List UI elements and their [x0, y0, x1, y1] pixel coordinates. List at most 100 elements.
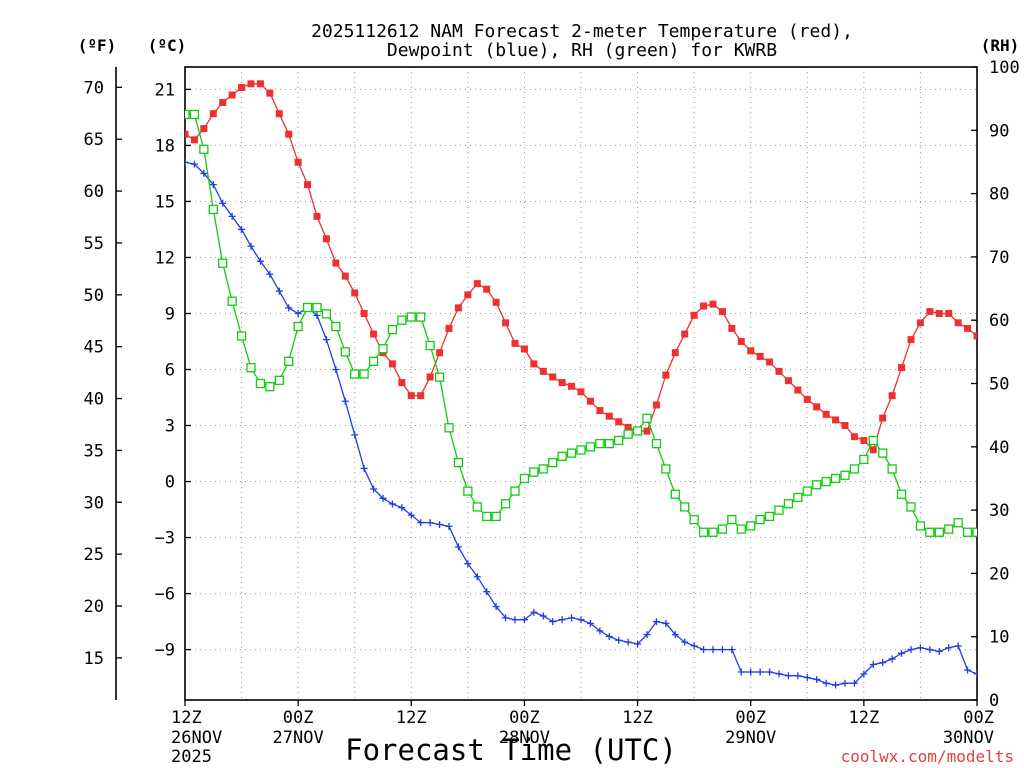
x-tick-label-date: 30NOV: [943, 728, 994, 748]
rh-point: [878, 448, 888, 458]
rh-point: [529, 467, 539, 477]
dewpoint-point: [652, 618, 660, 626]
temperature-point: [426, 373, 434, 381]
dewpoint-point: [898, 649, 906, 657]
rh-point: [708, 527, 718, 537]
rh-point: [444, 423, 454, 433]
celsius-tick-label: 9: [165, 304, 175, 324]
plot-frame: [184, 66, 978, 701]
dewpoint-point: [718, 646, 726, 654]
dewpoint-point: [756, 668, 764, 676]
temperature-point: [907, 336, 915, 344]
rh-tick-label: 90: [989, 121, 1009, 141]
temperature-point: [304, 181, 312, 189]
temperature-point: [662, 371, 670, 379]
rh-point: [472, 502, 482, 512]
series: [185, 80, 977, 689]
dewpoint-point: [483, 588, 491, 596]
dewpoint-point: [766, 668, 774, 676]
rh-point: [434, 372, 445, 382]
fahrenheit-tick-label: 20: [84, 597, 104, 617]
fahrenheit-tick-label: 15: [84, 649, 104, 669]
temperature-point: [266, 89, 274, 97]
rh-point: [962, 527, 973, 537]
dewpoint-point: [511, 616, 519, 624]
dewpoint-point: [954, 642, 962, 650]
dewpoint-point: [351, 431, 359, 439]
celsius-tick-label: 12: [155, 248, 175, 268]
rh-point: [350, 369, 360, 379]
rh-tick-label: 30: [989, 501, 1009, 521]
dewpoint-point: [185, 158, 189, 166]
rh-tick-label: 10: [989, 628, 1009, 648]
rh-point: [236, 331, 247, 341]
temperature-point: [407, 392, 415, 400]
dewpoint-point: [841, 679, 849, 687]
rh-point: [614, 435, 624, 446]
temperature-point: [238, 84, 246, 92]
x-tick-label-time: 12Z: [396, 708, 427, 728]
rh-point: [642, 413, 652, 423]
dewpoint-point: [935, 647, 943, 655]
temperature-point: [945, 309, 953, 317]
dewpoint-point: [973, 670, 977, 678]
series-group: [185, 80, 977, 689]
temperature-point: [832, 416, 840, 424]
dewpoint-point: [228, 212, 236, 220]
dewpoint-point: [454, 543, 462, 551]
temperature-point: [700, 302, 708, 310]
dewpoint-point: [247, 242, 255, 250]
rh-tick-label: 20: [989, 564, 1009, 584]
temperature-point: [973, 332, 977, 340]
rh-point: [208, 204, 218, 215]
temperature-point: [737, 337, 745, 345]
rh-tick-label: 70: [989, 248, 1009, 268]
temperature-point: [766, 358, 774, 366]
dewpoint-point: [879, 659, 887, 667]
rh-point: [189, 109, 200, 120]
dewpoint-point: [605, 633, 613, 641]
dewpoint-point: [322, 336, 330, 344]
rh-point: [227, 296, 237, 306]
dewpoint-point: [615, 636, 623, 644]
fahrenheit-tick-label: 65: [84, 130, 104, 150]
dewpoint-point: [794, 672, 802, 680]
dewpoint-point: [388, 500, 396, 508]
rh-point: [698, 527, 709, 537]
rh-point: [783, 499, 794, 509]
dewpoint-point: [775, 670, 783, 678]
rh-point: [425, 340, 435, 351]
chart-title-line-2: Dewpoint (blue), RH (green) for KWRB: [387, 40, 777, 61]
temperature-point: [511, 339, 519, 347]
rh-point: [840, 470, 850, 480]
temperature-point: [671, 349, 679, 357]
rh-point: [755, 514, 765, 525]
dewpoint-point: [916, 644, 924, 652]
x-tick-label-time: 00Z: [283, 708, 314, 728]
rh-point: [576, 445, 586, 455]
dewpoint-point: [577, 616, 585, 624]
temperature-point: [860, 436, 868, 444]
rh-point: [623, 429, 633, 439]
temperature-point: [492, 298, 500, 306]
temperature-point: [558, 379, 566, 387]
watermark: coolwx.com/modelts: [841, 747, 1014, 766]
temperature-point: [718, 308, 726, 316]
temperature-point: [473, 280, 481, 288]
temperature-point: [520, 345, 528, 353]
dewpoint-point: [662, 619, 670, 627]
x-tick-label-time: 00Z: [509, 708, 540, 728]
temperature-point: [747, 347, 755, 355]
dewpoint-point: [832, 681, 840, 689]
rh-point: [887, 464, 897, 474]
rh-point: [868, 435, 878, 446]
fahrenheit-tick-label: 60: [84, 182, 104, 202]
temperature-point: [247, 80, 255, 88]
rh-point: [463, 486, 473, 496]
rh-point: [218, 258, 228, 268]
rh-point: [199, 144, 209, 154]
fahrenheit-tick-label: 55: [84, 234, 104, 254]
dewpoint-point: [436, 520, 444, 528]
temperature-point: [624, 423, 632, 431]
dewpoint-point: [200, 169, 208, 177]
